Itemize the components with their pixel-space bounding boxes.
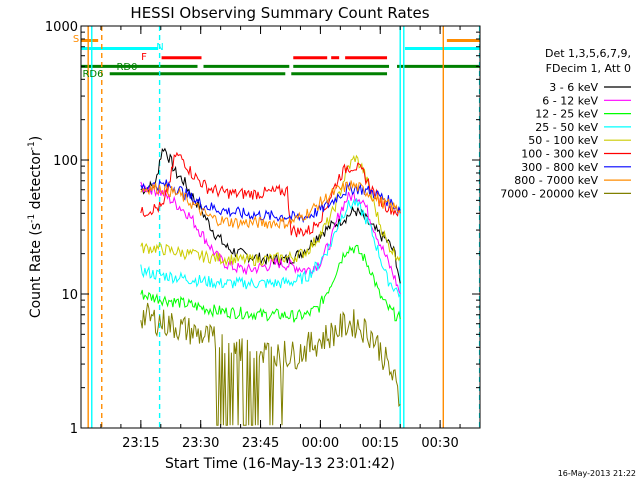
chart-title: HESSI Observing Summary Count Rates — [130, 4, 429, 22]
legend-header-1: Det 1,3,5,6,7,9, — [545, 47, 631, 60]
series-layer — [140, 147, 401, 426]
series-line-8 — [140, 302, 401, 426]
x-tick-label: 23:30 — [182, 436, 219, 451]
series-line-2 — [140, 244, 401, 323]
flag-label-s: S — [73, 34, 79, 45]
x-tick-label: 00:00 — [302, 436, 339, 451]
flag-label-n: N — [156, 42, 163, 53]
vertical-markers — [87, 26, 480, 428]
legend-label: 25 - 50 keV — [535, 121, 598, 134]
series-line-0 — [140, 147, 401, 284]
legend-label: 300 - 800 keV — [521, 161, 598, 174]
legend-label: 12 - 25 keV — [535, 108, 598, 121]
legend-label: 800 - 7000 keV — [514, 174, 598, 187]
y-axis-label-mid: detector — [28, 150, 44, 214]
x-tick-label: 23:15 — [122, 436, 159, 451]
flag-label-rd6: RD6 — [82, 69, 103, 80]
x-axis-label: Start Time (16-May-13 23:01:42) — [165, 456, 395, 472]
timestamp: 16-May-2013 21:22 — [558, 469, 636, 478]
legend-label: 100 - 300 keV — [521, 148, 598, 161]
legend-label: 50 - 100 keV — [528, 134, 598, 147]
series-line-3 — [140, 198, 401, 298]
legend-label: 3 - 6 keV — [549, 81, 598, 94]
y-axis-label-exp2: -1 — [27, 141, 37, 150]
y-axis-label-main: Count Rate (s — [28, 223, 44, 318]
series-line-4 — [140, 154, 401, 267]
series-line-7 — [140, 180, 401, 230]
flag-bars — [81, 38, 480, 76]
legend-label: 7000 - 20000 keV — [500, 187, 598, 200]
y-tick-label: 100 — [53, 154, 78, 169]
y-axis-label: Count Rate (s-1 detector-1) — [27, 136, 44, 318]
x-tick-label: 00:30 — [421, 436, 458, 451]
y-tick-label: 1000 — [45, 20, 78, 35]
legend-header-2: FDecim 1, Att 0 — [546, 62, 631, 75]
flag-label-rd0: RD0 — [116, 62, 137, 73]
plot-area — [81, 26, 480, 428]
legend-label: 6 - 12 keV — [542, 94, 598, 107]
flag-labels: S NF RD0 RD6 — [73, 34, 164, 80]
y-tick-label: 10 — [61, 288, 78, 303]
series-line-5 — [140, 151, 401, 238]
flag-label-f: F — [141, 52, 147, 63]
axis-ticks: 23:15 23:30 23:45 00:00 00:15 00:30 1 10 100 1000 — [45, 20, 481, 451]
x-tick-label: 00:15 — [362, 436, 399, 451]
y-tick-label: 1 — [70, 422, 78, 437]
y-axis-label-exp1: -1 — [27, 214, 37, 223]
y-axis-label-close: ) — [28, 136, 44, 141]
legend: Det 1,3,5,6,7,9, FDecim 1, Att 0 3 - 6 k… — [500, 47, 631, 200]
x-tick-label: 23:45 — [242, 436, 279, 451]
